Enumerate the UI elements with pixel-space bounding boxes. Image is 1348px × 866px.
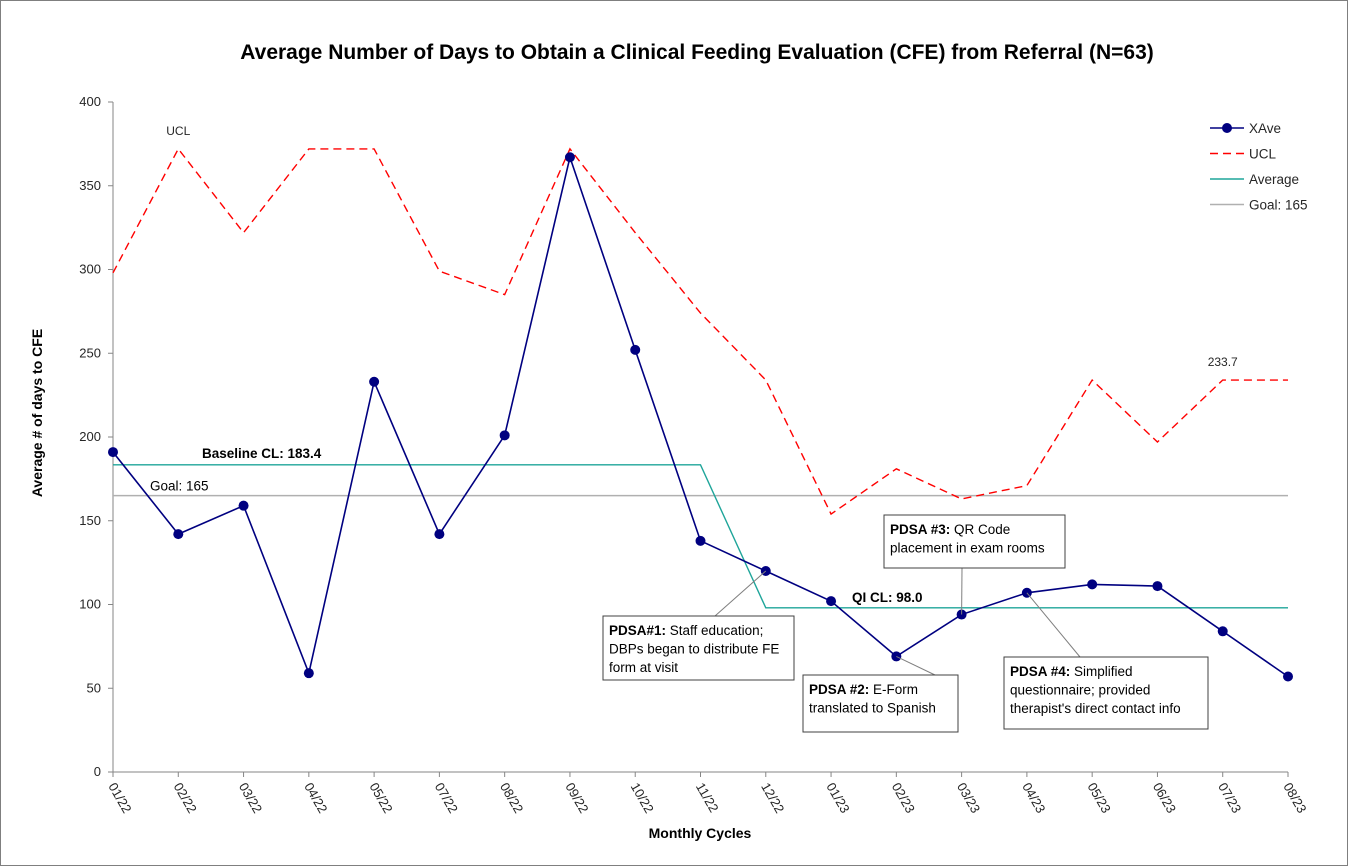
x-tick-label: 04/22: [301, 780, 330, 816]
baseline-cl-label: Baseline CL: 183.4: [202, 446, 322, 461]
series-line-ucl: [112, 147, 1288, 516]
legend-label: Goal: 165: [1249, 198, 1308, 213]
x-tick-label: 05/22: [367, 780, 396, 816]
y-tick-label: 400: [79, 94, 101, 109]
qi-cl-label: QI CL: 98.0: [852, 590, 923, 605]
x-tick-label: 08/22: [497, 780, 526, 816]
annotation-line-pdsa1: form at visit: [609, 660, 678, 675]
x-tick-label: 09/22: [562, 780, 591, 816]
data-point: [1087, 579, 1098, 590]
ucl-end-label: 233.7: [1208, 355, 1238, 369]
x-tick-label: 07/23: [1215, 780, 1244, 816]
annotation-line-pdsa1: PDSA#1: Staff education;: [609, 623, 763, 638]
x-tick-label: 07/22: [432, 780, 461, 816]
x-tick-label: 06/23: [1150, 780, 1179, 816]
y-tick-label: 150: [79, 513, 101, 528]
legend-label: UCL: [1249, 147, 1276, 162]
annotations-layer: PDSA#1: Staff education; DBPs began to di…: [602, 514, 1209, 733]
annotation-line-pdsa4: questionnaire; provided: [1010, 683, 1150, 698]
annotation-line-pdsa3: PDSA #3: QR Code: [890, 522, 1010, 537]
data-point: [564, 152, 575, 163]
y-axis-title: Average # of days to CFE: [29, 329, 45, 497]
x-tick-label: 05/23: [1085, 780, 1114, 816]
data-point: [1217, 626, 1228, 637]
annotation-box-pdsa3: [883, 514, 1066, 569]
ucl-start-label: UCL: [166, 124, 190, 138]
x-tick-label: 04/23: [1019, 780, 1048, 816]
y-tick-label: 200: [79, 429, 101, 444]
x-axis-title: Monthly Cycles: [649, 825, 752, 841]
x-tick-label: 02/23: [889, 780, 918, 816]
series-layer: [108, 147, 1293, 682]
x-tick-label: 02/22: [171, 780, 200, 816]
legend-label: Average: [1249, 172, 1299, 187]
labels-layer: UCL 233.7 Baseline CL: 183.4 Goal: 165 QI CL…: [150, 124, 1238, 605]
annotation-leader-pdsa1: [714, 570, 767, 617]
annotation-line-pdsa4: therapist's direct contact info: [1010, 701, 1181, 716]
chart-title: Average Number of Days to Obtain a Clini…: [240, 41, 1154, 64]
y-tick-label: 300: [79, 262, 101, 277]
annotation-box-pdsa1: [602, 615, 795, 681]
data-point: [695, 535, 706, 546]
data-point: [369, 376, 380, 387]
goal-label: Goal: 165: [150, 479, 209, 494]
x-tick-label: 11/22: [693, 780, 722, 815]
annotation-line-pdsa2: PDSA #2: E-Form: [809, 682, 918, 697]
x-tick-label: 12/22: [758, 780, 787, 816]
legend: XAve UCL Average Goal: 165: [1210, 121, 1308, 213]
x-tick-label: 08/23: [1280, 780, 1309, 816]
data-point: [108, 447, 118, 458]
annotation-leader-pdsa4: [1026, 592, 1081, 658]
data-point: [499, 430, 510, 441]
data-point: [630, 344, 641, 355]
y-tick-label: 350: [79, 178, 101, 193]
data-point: [826, 596, 837, 607]
annotation-line-pdsa2: translated to Spanish: [809, 701, 936, 716]
annotation-line-pdsa3: placement in exam rooms: [890, 541, 1045, 556]
x-tick-label: 01/22: [105, 780, 134, 816]
x-tick-label: 10/22: [628, 780, 657, 816]
x-tick-label: 03/22: [236, 780, 265, 816]
series-line-xave: [112, 154, 1289, 678]
data-point: [303, 668, 314, 679]
x-tick-label: 01/23: [823, 780, 852, 816]
annotation-box-pdsa4: [1003, 656, 1209, 730]
legend-label: XAve: [1249, 121, 1281, 136]
data-point: [434, 529, 445, 540]
y-tick-label: 0: [94, 764, 101, 779]
series-line-average: [113, 464, 1288, 609]
data-point: [1283, 671, 1293, 682]
annotation-line-pdsa1: DBPs began to distribute FE: [609, 642, 779, 657]
data-point: [173, 529, 184, 540]
annotation-box-pdsa2: [802, 674, 959, 733]
data-point: [238, 500, 249, 511]
y-tick-label: 50: [87, 680, 101, 695]
legend-marker: [1222, 123, 1232, 133]
annotation-leader-pdsa2: [896, 655, 936, 676]
annotation-line-pdsa4: PDSA #4: Simplified: [1010, 664, 1133, 679]
data-point: [1152, 581, 1163, 592]
y-tick-label: 100: [79, 597, 101, 612]
y-tick-label: 250: [79, 345, 101, 360]
x-tick-label: 03/23: [954, 780, 983, 816]
